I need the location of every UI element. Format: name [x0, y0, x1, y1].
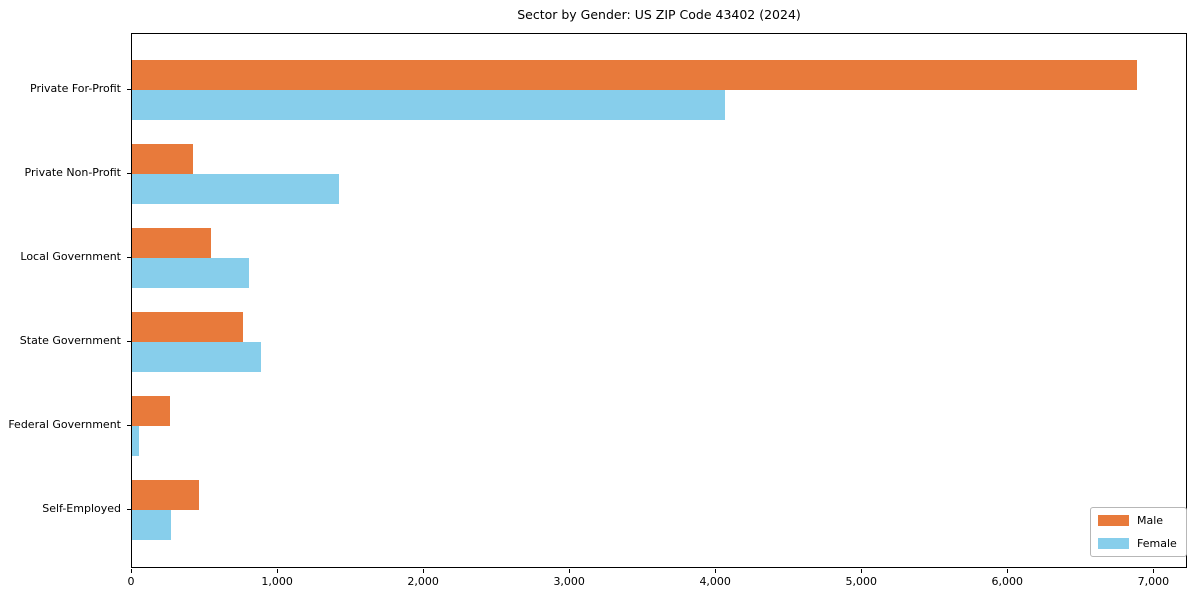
y-tick-mark: [127, 257, 131, 258]
bar-female-federal-government: [132, 426, 139, 456]
x-tick-mark: [569, 569, 571, 573]
bar-female-local-government: [132, 258, 249, 288]
x-tick-label: 3,000: [553, 575, 585, 588]
x-tick-label: 0: [127, 575, 135, 588]
bar-female-private-for-profit: [132, 90, 725, 120]
y-tick-mark: [127, 173, 131, 174]
bar-female-state-government: [132, 342, 262, 372]
y-tick-label: State Government: [19, 334, 121, 347]
legend-label-female: Female: [1137, 537, 1177, 550]
x-tick-label: 6,000: [991, 575, 1024, 588]
y-tick-mark: [127, 341, 131, 342]
bar-female-self-employed: [132, 510, 171, 540]
legend: Male Female: [1090, 507, 1187, 557]
y-tick-label: Federal Government: [8, 418, 121, 431]
x-tick-mark: [277, 569, 279, 573]
x-tick-mark: [1153, 569, 1155, 573]
x-tick-label: 1,000: [261, 575, 293, 588]
legend-entry-male: Male: [1098, 514, 1178, 527]
bar-male-self-employed: [132, 480, 199, 510]
y-tick-label: Self-Employed: [42, 502, 121, 515]
x-tick-mark: [1007, 569, 1009, 573]
y-tick-mark: [127, 89, 131, 90]
legend-swatch-male: [1098, 515, 1129, 526]
bar-male-private-for-profit: [132, 60, 1137, 90]
y-tick-label: Private Non-Profit: [24, 166, 121, 179]
x-tick-label: 4,000: [699, 575, 731, 588]
x-tick-mark: [131, 569, 132, 573]
bar-male-local-government: [132, 228, 211, 258]
y-tick-label: Private For-Profit: [30, 82, 121, 95]
x-tick-label: 2,000: [407, 575, 439, 588]
x-tick-label: 5,000: [845, 575, 878, 588]
legend-swatch-female: [1098, 538, 1129, 549]
legend-entry-female: Female: [1098, 537, 1178, 550]
x-tick-mark: [861, 569, 863, 573]
y-tick-mark: [127, 509, 131, 510]
x-tick-label: 7,000: [1137, 575, 1170, 588]
chart-title: Sector by Gender: US ZIP Code 43402 (202…: [517, 7, 801, 22]
bar-male-state-government: [132, 312, 243, 342]
x-tick-mark: [423, 569, 425, 573]
plot-area: [131, 33, 1187, 568]
legend-label-male: Male: [1137, 514, 1164, 527]
bar-male-private-non-profit: [132, 144, 193, 174]
bar-male-federal-government: [132, 396, 170, 426]
bar-female-private-non-profit: [132, 174, 340, 204]
y-tick-mark: [127, 425, 131, 426]
y-tick-label: Local Government: [20, 250, 121, 263]
x-tick-mark: [715, 569, 717, 573]
